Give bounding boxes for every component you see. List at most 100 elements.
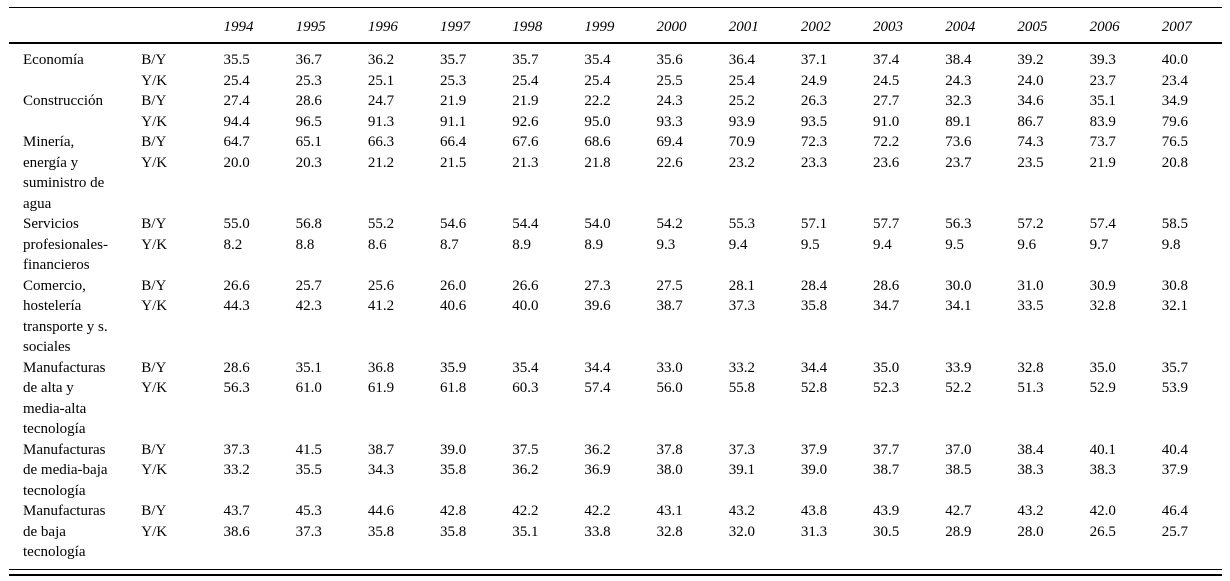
yk-value: 35.8 [367,523,395,540]
value-cell: 34.9 79.6 [1150,91,1222,132]
by-value: 37.5 [512,441,539,458]
yk-value: 25.7 [1161,523,1188,540]
value-cell: 57.1 9.5 [789,214,861,276]
sector-label: Manufacturas de media-baja tecnología [9,440,129,502]
value-cell: 36.4 25.4 [717,43,789,91]
by-value: 27.7 [873,93,900,109]
by-value: 34.9 [1161,93,1188,109]
yk-value: 39.1 [728,462,755,478]
yk-value: 61.9 [367,380,395,396]
value-cell: 24.7 91.3 [356,91,428,132]
yk-value: 8.2 [223,236,243,253]
by-value: 43.8 [800,503,828,519]
by-value: 37.0 [945,441,972,458]
yk-value: 25.4 [512,72,539,89]
value-cell: 42.7 28.9 [933,501,1005,569]
yk-value: 36.9 [584,462,611,478]
sector-label: Comercio, hostelería transporte y s. social… [9,276,129,358]
value-cell: 27.3 39.6 [572,276,644,358]
by-value: 36.2 [584,441,611,458]
by-value: 26.3 [800,93,828,109]
value-cell: 35.7 25.3 [428,43,500,91]
value-cell: 35.4 60.3 [500,358,572,440]
yk-value: 9.5 [945,236,964,253]
ratio-label: B/Y [141,134,167,150]
yk-value: 44.3 [223,298,250,314]
sector-label: Manufacturas de alta y media-alta tecnologí… [9,358,129,440]
by-value: 39.3 [1089,52,1116,68]
value-cell: 43.9 30.5 [861,501,933,569]
by-value: 34.4 [800,359,828,376]
by-value: 35.7 [512,52,539,68]
yk-value: 9.5 [800,236,820,253]
by-value: 32.8 [1017,359,1044,376]
value-cell: 42.0 26.5 [1078,501,1150,569]
by-value: 36.8 [367,359,395,376]
yk-value: 25.1 [367,72,395,89]
value-cell: 26.3 93.5 [789,91,861,132]
yk-value: 61.0 [295,380,322,396]
sector-row: Construcción B/Y Y/K 27.4 94.4 28.6 96.5 24.7 91… [9,91,1222,132]
ratio-label: Y/K [141,236,168,253]
yk-value: 23.7 [945,154,972,171]
value-cell: 32.3 89.1 [933,91,1005,132]
by-value: 35.9 [440,359,467,376]
yk-value: 89.1 [945,113,972,130]
by-value: 43.2 [1017,503,1044,519]
sector-label-line: de media-baja [23,462,108,478]
year-header: 1999 [572,8,645,44]
by-value: 37.3 [728,441,755,458]
value-cell: 26.6 40.0 [500,276,572,358]
by-value: 73.7 [1089,134,1116,150]
yk-value: 86.7 [1017,113,1044,130]
yk-value: 60.3 [512,380,539,396]
value-cell: 73.6 23.7 [933,132,1005,214]
sector-label-line: Manufacturas [23,359,106,376]
yk-value: 26.5 [1089,523,1116,540]
yk-value: 35.8 [440,462,467,478]
year-header: 2006 [1077,8,1150,44]
value-cell: 54.4 8.9 [500,214,572,276]
by-value: 21.9 [512,93,539,109]
yk-value: 28.9 [945,523,972,540]
ratio-labels: B/Y Y/K [129,276,211,358]
yk-value: 33.5 [1017,298,1044,314]
value-cell: 72.2 23.6 [861,132,933,214]
sector-label-line: financieros [23,257,90,273]
by-value: 25.6 [367,277,395,294]
ratio-label: Y/K [141,154,168,171]
sector-label: Manufacturas de baja tecnología [9,501,129,569]
by-value: 25.2 [728,93,755,109]
yk-value: 39.0 [800,462,828,478]
yk-value: 52.3 [873,380,900,396]
value-cell: 65.1 20.3 [284,132,356,214]
by-value: 35.0 [1089,359,1116,376]
yk-value: 9.4 [728,236,748,253]
value-cell: 35.0 52.3 [861,358,933,440]
value-cell: 32.8 51.3 [1005,358,1077,440]
value-cell: 37.0 38.5 [933,440,1005,502]
year-header: 1996 [355,8,429,44]
by-value: 27.4 [223,93,250,109]
table-body: Economía B/Y Y/K 35.5 25.4 36.7 25.3 36.2 25.1 35… [9,43,1222,569]
by-value: 28.1 [728,277,755,294]
value-cell: 40.4 37.9 [1150,440,1222,502]
value-cell: 54.2 9.3 [645,214,717,276]
yk-value: 25.5 [656,72,683,89]
sector-label-line: hostelería [23,298,82,314]
value-cell: 55.3 9.4 [717,214,789,276]
by-value: 68.6 [584,134,611,150]
by-value: 38.4 [945,52,972,68]
yk-value: 38.3 [1089,462,1116,478]
yk-value: 32.0 [728,523,755,540]
by-value: 37.4 [873,52,900,68]
yk-value: 20.3 [295,154,322,171]
value-cell: 55.2 8.6 [356,214,428,276]
value-cell: 24.3 93.3 [645,91,717,132]
by-value: 28.4 [800,277,828,294]
yk-value: 91.0 [873,113,900,130]
yk-value: 95.0 [584,113,611,130]
year-header: 2000 [644,8,717,44]
value-cell: 37.5 36.2 [500,440,572,502]
sector-row: Comercio, hostelería transporte y s. social… [9,276,1222,358]
